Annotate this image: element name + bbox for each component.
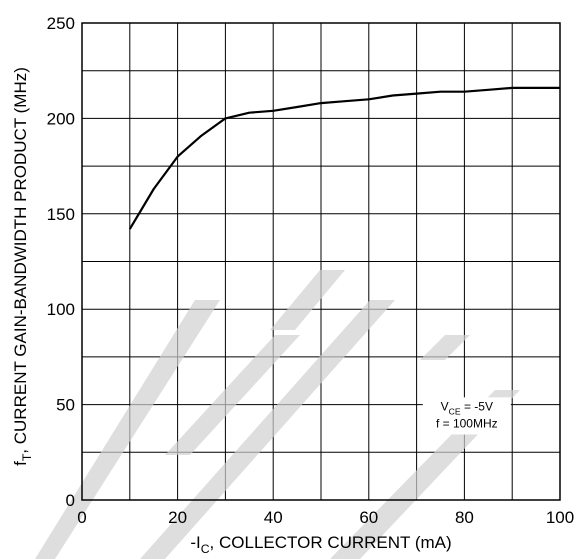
annotation-background <box>422 397 511 435</box>
x-axis-title: -IC, COLLECTOR CURRENT (mA) <box>190 533 451 556</box>
plot-area-border <box>81 22 561 501</box>
x-tick-label: 100 <box>546 508 574 527</box>
y-tick-label: 250 <box>47 14 75 33</box>
y-tick-label: 100 <box>47 300 75 319</box>
x-tick-label: 0 <box>77 508 86 527</box>
tick-labels: 0 20 40 60 80 100 0 50 100 150 200 250 <box>47 14 575 527</box>
annotation-frequency: f = 100MHz <box>436 416 498 430</box>
series-line <box>128 86 560 230</box>
y-tick-label: 150 <box>47 205 75 224</box>
x-tick-label: 40 <box>264 508 283 527</box>
annotation-vce: VCE = -5V <box>441 399 493 416</box>
y-axis-title: fT, CURRENT GAIN-BANDWIDTH PRODUCT (MHz) <box>11 67 34 466</box>
watermark-stripe <box>165 335 300 455</box>
x-tick-label: 20 <box>168 508 187 527</box>
test-conditions-annotation: VCE = -5V f = 100MHz <box>422 397 511 435</box>
x-tick-label: 60 <box>359 508 378 527</box>
y-tick-label: 50 <box>56 396 75 415</box>
watermark-stripe <box>420 335 470 360</box>
y-tick-label: 200 <box>47 109 75 128</box>
x-tick-label: 80 <box>455 508 474 527</box>
watermark-stripe <box>140 300 395 559</box>
y-tick-label: 0 <box>66 491 75 510</box>
watermark-stripe <box>270 270 345 330</box>
